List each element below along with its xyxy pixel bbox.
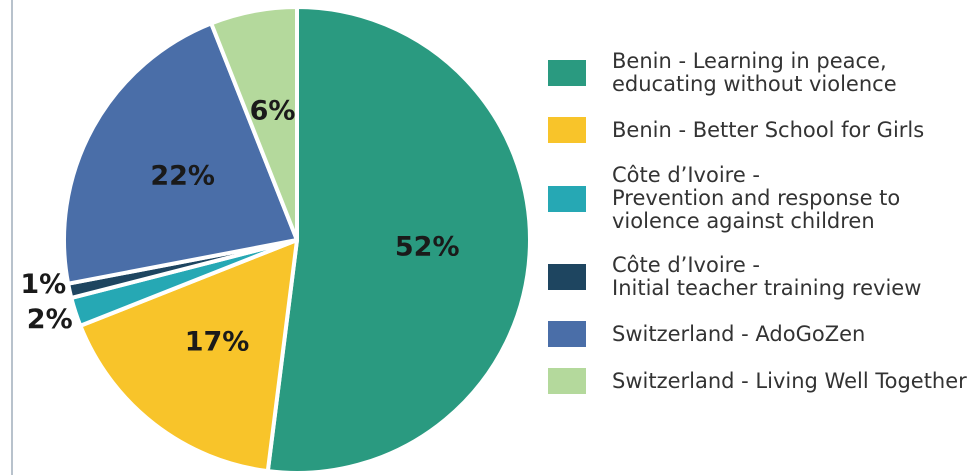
legend-swatch [548, 185, 586, 212]
pie-area: 52% 17% 2% 1% 22% 6% [11, 0, 532, 475]
legend-swatch [548, 117, 586, 143]
legend-item: Côte d’Ivoire - Prevention and response … [548, 164, 967, 233]
data-label: 2% [27, 304, 73, 335]
legend-label: Côte d’Ivoire - Initial teacher training… [612, 253, 922, 300]
legend-swatch [548, 321, 586, 347]
legend-label: Switzerland - AdoGoZen [612, 321, 866, 346]
data-label: 6% [250, 95, 296, 126]
legend-swatch [548, 264, 586, 290]
data-label: 22% [150, 161, 215, 192]
pie-slice [209, 5, 299, 242]
legend-label: Côte d’Ivoire - Prevention and response … [612, 163, 901, 233]
pie-slice [265, 5, 532, 475]
legend-label: Switzerland - Living Well Together [612, 368, 967, 393]
data-label: 52% [395, 232, 460, 263]
pie-slice [62, 21, 299, 286]
legend: Benin - Learning in peace, educating wit… [548, 50, 967, 394]
legend-item: Benin - Better School for Girls [548, 117, 967, 143]
legend-item: Côte d’Ivoire - Initial teacher training… [548, 254, 967, 300]
legend-label: Benin - Better School for Girls [612, 117, 925, 142]
legend-label: Benin - Learning in peace, educating wit… [612, 49, 897, 96]
data-label: 1% [20, 269, 66, 300]
data-label: 17% [185, 327, 250, 358]
pie-slice [78, 238, 299, 474]
legend-swatch [548, 60, 586, 86]
legend-item: Switzerland - AdoGoZen [548, 321, 967, 347]
legend-swatch [548, 368, 586, 394]
legend-item: Benin - Learning in peace, educating wit… [548, 50, 967, 96]
legend-item: Switzerland - Living Well Together [548, 368, 967, 394]
